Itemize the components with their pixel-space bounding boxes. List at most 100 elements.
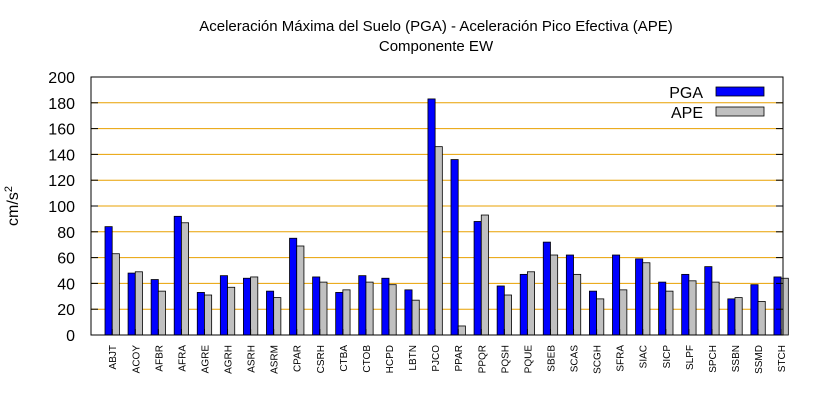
x-tick-label: PQUE (523, 345, 534, 374)
y-tick-label: 0 (66, 328, 75, 345)
x-tick-label: PJCO (431, 345, 442, 372)
bar-ape-pjco (434, 146, 443, 336)
bar-ape-ppar (457, 325, 466, 336)
x-tick-label: SCAS (570, 345, 581, 373)
bar-ape-cpar (296, 245, 305, 336)
legend-swatch-ape (715, 106, 765, 117)
bar-ape-ctob (365, 281, 374, 336)
y-tick-label: 80 (57, 225, 75, 242)
bar-ape-ssmd (757, 301, 766, 336)
bar-pga-spch (704, 266, 713, 336)
bar-ape-scgh (596, 298, 605, 336)
bar-pga-sfra (612, 254, 621, 336)
bar-ape-abjt (111, 253, 120, 336)
x-tick-label: SSBN (731, 345, 742, 372)
y-tick-label: 120 (48, 173, 75, 190)
bar-pga-afra (173, 215, 182, 336)
bar-ape-hcpd (388, 284, 397, 336)
x-tick-label: AFBR (154, 345, 165, 372)
x-tick-label: LBTN (408, 345, 419, 371)
bar-ape-csrh (319, 281, 328, 336)
legend-label-pga: PGA (669, 85, 703, 102)
bar-ape-afra (180, 222, 189, 336)
bar-pga-scas (565, 254, 574, 336)
x-tick-label: ABJT (108, 345, 119, 369)
bar-ape-ctba (342, 289, 351, 336)
x-tick-label: CTOB (362, 345, 373, 373)
x-tick-label: SICP (662, 345, 673, 369)
bar-pga-agre (196, 292, 205, 336)
legend: PGA APE (669, 85, 765, 122)
y-tick-label: 160 (48, 122, 75, 139)
bar-pga-abjt (104, 226, 113, 336)
x-tick-label: PQSH (500, 345, 511, 373)
bar-pga-sicp (658, 281, 667, 336)
bar-ape-asrh (250, 276, 259, 336)
bar-ape-sfra (619, 289, 628, 336)
bar-ape-siac (642, 262, 651, 336)
bar-ape-asrm (273, 297, 282, 336)
bar-pga-sbeb (542, 241, 551, 336)
x-ticks: ABJT ACOY AFBR AFRA AGRE AGRH ASRH ASRM CPAR CSRH… (108, 329, 788, 374)
bar-ape-spch (711, 281, 720, 336)
y-tick-label: 180 (48, 96, 75, 113)
bar-pga-ppar (450, 159, 459, 336)
bar-ape-lbtn (411, 299, 420, 336)
y-tick-label: 20 (57, 302, 75, 319)
bar-ape-ppqr (480, 214, 489, 336)
legend-label-ape: APE (671, 105, 703, 122)
y-tick-label: 200 (48, 70, 75, 87)
bar-ape-acoy (134, 271, 143, 336)
x-tick-label: ACOY (131, 345, 142, 374)
x-tick-label: SLPF (685, 345, 696, 370)
y-tick-label: 140 (48, 147, 75, 164)
y-axis-label: cm/s2 (3, 186, 22, 226)
x-tick-label: SCGH (593, 345, 604, 374)
bar-pga-pque (519, 273, 528, 336)
bar-ape-sicp (665, 290, 674, 336)
bar-pga-asrm (266, 290, 275, 336)
x-tick-label: SFRA (616, 345, 627, 372)
y-tick-label: 60 (57, 251, 75, 268)
x-tick-label: HCPD (385, 345, 396, 373)
bar-pga-siac (635, 258, 644, 336)
bar-pga-ssmd (750, 284, 759, 336)
bar-pga-scgh (589, 290, 598, 336)
bar-pga-lbtn (404, 289, 413, 336)
bar-pga-slpf (681, 273, 690, 336)
x-tick-label: AFRA (177, 345, 188, 372)
x-tick-label: PPAR (454, 345, 465, 372)
x-tick-label: CSRH (316, 345, 327, 373)
y-ticks: 0 20 40 60 80 100 120 140 160 180 200 (48, 70, 783, 345)
x-tick-label: STCH (777, 345, 788, 372)
bar-pga-ctba (335, 292, 344, 336)
bar-pga-agrh (219, 275, 228, 336)
x-tick-label: CPAR (293, 345, 304, 372)
bar-pga-ppqr (473, 221, 482, 336)
bar-ape-agrh (227, 286, 236, 336)
chart-title-line1: Aceleración Máxima del Suelo (PGA) - Ace… (199, 18, 673, 35)
bars (104, 98, 789, 336)
bar-ape-sbeb (550, 254, 559, 336)
bar-pga-ctob (358, 275, 367, 336)
x-tick-label: AGRH (224, 345, 235, 374)
bar-ape-afbr (157, 290, 166, 336)
bar-ape-slpf (688, 280, 697, 336)
plot-frame (90, 76, 784, 336)
chart-title-line2: Componente EW (379, 38, 494, 55)
bar-ape-ssbn (734, 297, 743, 336)
legend-swatch-pga (715, 86, 765, 97)
bar-pga-stch (773, 276, 782, 336)
bar-pga-cpar (289, 237, 298, 336)
x-tick-label: SIAC (639, 345, 650, 368)
x-tick-label: PPQR (477, 345, 488, 373)
bar-pga-afbr (150, 279, 159, 336)
bar-pga-pjco (427, 98, 436, 336)
y-axis-label-superscript: 2 (3, 186, 15, 192)
bar-ape-agre (204, 294, 213, 336)
x-tick-label: ASRM (270, 345, 281, 374)
x-tick-label: AGRE (200, 345, 211, 374)
bar-pga-hcpd (381, 277, 390, 336)
y-tick-label: 40 (57, 276, 75, 293)
